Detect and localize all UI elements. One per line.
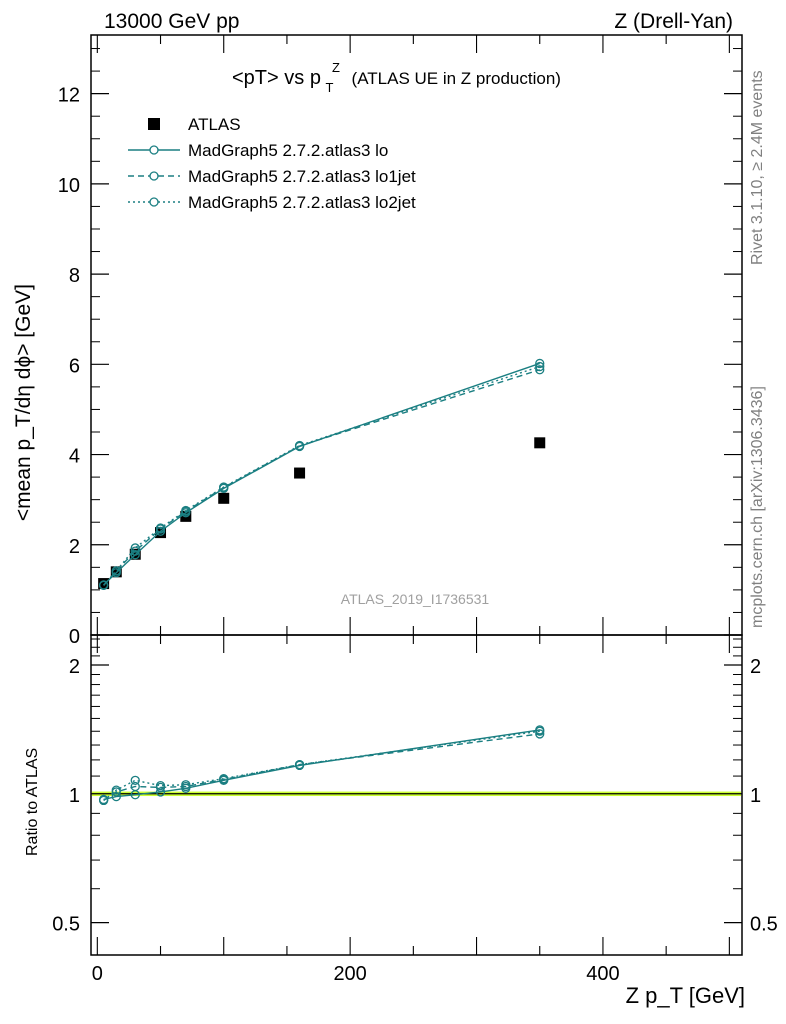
ratio-series — [98, 725, 545, 806]
ratio-ytick-label-right: 2 — [750, 656, 761, 678]
header-left: 13000 GeV pp — [104, 10, 239, 33]
xtick-label: 400 — [586, 963, 619, 985]
main-ytick-label: 8 — [69, 265, 80, 287]
main-series — [98, 358, 546, 591]
x-axis-label: Z p_T [GeV] — [626, 983, 745, 1008]
header-right: Z (Drell-Yan) — [614, 10, 733, 33]
mc-point-solid — [535, 358, 545, 369]
ratio-point-dotted — [130, 775, 140, 785]
main-ytick-label: 4 — [69, 446, 80, 468]
legend-label: MadGraph5 2.7.2.atlas3 lo1jet — [188, 167, 416, 186]
legend-swatch-atlas — [148, 118, 160, 130]
ratio-y-axis-label: Ratio to ATLAS — [24, 748, 41, 856]
mc-point-dotted — [98, 580, 109, 591]
main-ytick-label: 0 — [69, 626, 80, 648]
ratio-point-dashed — [535, 729, 545, 739]
side-text-bottom: mcplots.cern.ch [arXiv:1306.3436] — [749, 386, 766, 628]
side-text-top: Rivet 3.1.10, ≥ 2.4M events — [749, 70, 766, 265]
main-ticks: 0 2 4 6 8 10 12 — [58, 35, 742, 648]
mc-point-dotted — [219, 482, 229, 492]
ratio-point-dotted — [219, 773, 229, 784]
mc-point-dotted — [111, 566, 121, 576]
legend-swatch-marker — [149, 145, 159, 155]
mc-point-dotted — [294, 440, 305, 451]
mc-point-dotted — [130, 543, 140, 553]
xtick-label: 0 — [92, 963, 103, 985]
ratio-point-dotted — [111, 785, 121, 795]
ratio-line-solid — [103, 729, 540, 801]
ratio-point-dotted — [535, 726, 545, 736]
ratio-ytick-label-right: 0.5 — [750, 914, 778, 936]
analysis-label: ATLAS_2019_I1736531 — [341, 591, 490, 607]
atlas-data-point — [294, 467, 306, 479]
ratio-panel-frame — [90, 634, 743, 956]
plot-title-rest: (ATLAS UE in Z production) — [352, 69, 561, 88]
ratio-point-dotted — [155, 780, 166, 791]
ratio-line-dashed — [103, 733, 540, 801]
mc-point-dotted — [155, 523, 166, 533]
main-ytick-label: 12 — [58, 85, 80, 107]
mc-point-dashed — [130, 546, 140, 556]
mc-line-dotted — [103, 365, 540, 586]
main-ytick-label: 2 — [69, 536, 80, 558]
plot-title: <pT> vs p T Z (ATLAS UE in Z production) — [232, 55, 561, 97]
ratio-ytick-label: 1 — [69, 785, 80, 807]
ratio-point-dotted — [98, 795, 109, 806]
atlas-data-point — [218, 492, 230, 504]
plot-title-sup: Z — [332, 60, 340, 75]
plot-title-main: <pT> vs p — [232, 67, 321, 89]
ratio-ytick-label-right: 1 — [750, 785, 761, 807]
atlas-data-point — [98, 578, 110, 590]
mc-point-dotted — [535, 361, 545, 372]
main-ytick-label: 10 — [58, 175, 80, 197]
ratio-ytick-label: 2 — [69, 656, 80, 678]
legend-swatch-marker — [149, 197, 159, 207]
ratio-reference-band — [92, 791, 741, 797]
ratio-ticks: 0.5 0.5 1 1 2 2 0 200 400 — [52, 635, 778, 985]
ratio-line-dotted — [103, 730, 540, 801]
legend-label: MadGraph5 2.7.2.atlas3 lo — [188, 141, 388, 160]
mc-line-dashed — [103, 369, 540, 586]
ratio-point-dashed — [130, 781, 140, 792]
plot-title-sub: T — [326, 80, 334, 95]
mc-line-solid — [103, 362, 540, 586]
main-y-axis-label: <mean p_T/dη dϕ> [GeV] — [12, 284, 35, 521]
xtick-label: 200 — [333, 963, 366, 985]
atlas-data-point — [534, 437, 546, 449]
legend-label: MadGraph5 2.7.2.atlas3 lo2jet — [188, 193, 416, 212]
legend-swatch-marker — [149, 171, 159, 181]
ratio-point-dotted — [181, 780, 191, 790]
main-ytick-label: 6 — [69, 355, 80, 377]
mc-point-dashed — [535, 365, 545, 375]
mc-point-dotted — [181, 505, 191, 516]
legend-label: ATLAS — [188, 115, 241, 134]
ratio-point-dotted — [294, 759, 305, 770]
ratio-ytick-label: 0.5 — [52, 914, 80, 936]
legend: ATLAS MadGraph5 2.7.2.atlas3 lo MadGraph5 … — [128, 115, 416, 212]
